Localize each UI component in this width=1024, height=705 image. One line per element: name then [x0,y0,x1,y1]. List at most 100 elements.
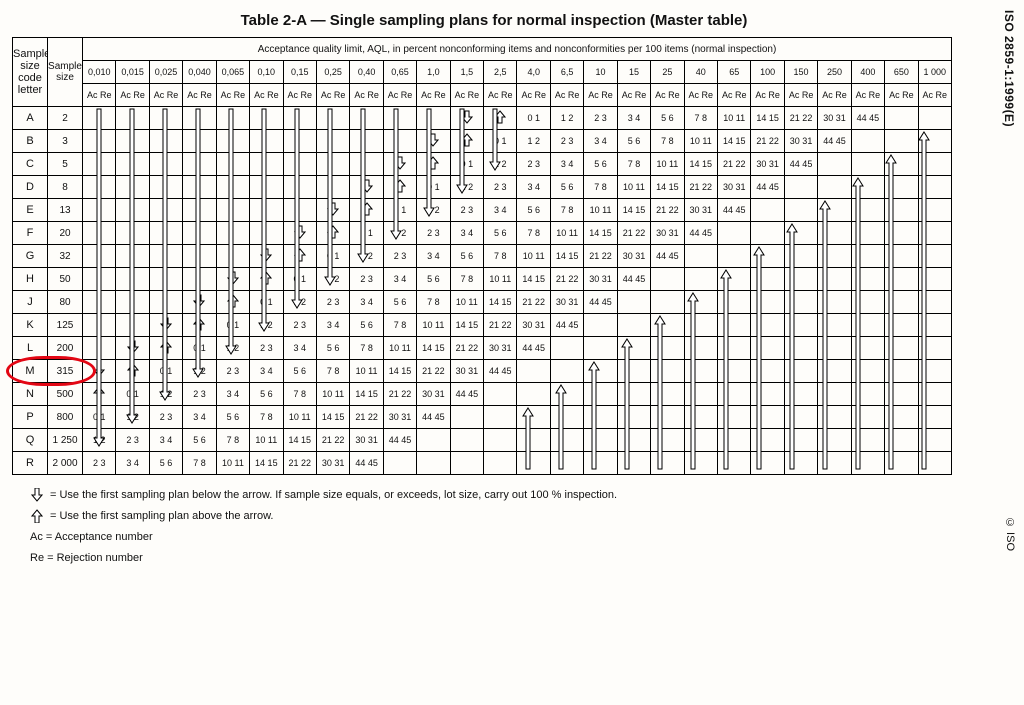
aql-cell: 10 11 [316,383,349,406]
aql-cell: 21 22 [316,429,349,452]
acre-header: Ac Re [283,84,316,107]
table-row: C5 0 11 22 33 45 67 810 1114 1521 2230 3… [13,153,952,176]
aql-cell: 21 22 [450,337,483,360]
aql-cell: 0 1 [183,337,216,360]
acre-header: Ac Re [885,84,918,107]
aql-cell [617,291,650,314]
aql-level: 250 [818,61,851,84]
aql-cell [550,383,583,406]
aql-cell: 1 2 [450,176,483,199]
aql-cell: 5 6 [550,176,583,199]
aql-cell [116,199,149,222]
arrow-up-icon [250,268,283,291]
arrow-down-icon [316,199,349,222]
aql-cell: 21 22 [751,130,784,153]
aql-cell: 7 8 [550,199,583,222]
aql-cell [116,153,149,176]
aql-cell: 0 1 [316,245,349,268]
aql-cell [517,429,550,452]
aql-cell: 44 45 [818,130,851,153]
aql-cell: 44 45 [718,199,751,222]
aql-cell [885,360,918,383]
aql-cell: 1 2 [417,199,450,222]
aql-cell [83,107,116,130]
aql-cell: 2 3 [283,314,316,337]
aql-cell: 3 4 [383,268,416,291]
legend-re: Re = Rejection number [30,548,976,569]
acre-header: Ac Re [484,84,517,107]
aql-cell [584,406,617,429]
aql-cell [617,452,650,475]
aql-cell: 1 2 [250,314,283,337]
aql-cell [851,429,884,452]
aql-cell [83,314,116,337]
aql-cell [149,107,182,130]
aql-cell: 2 3 [183,383,216,406]
table-row: J80 0 11 22 33 45 67 810 1114 1521 2230 … [13,291,952,314]
legend-down-text: = Use the first sampling plan below the … [50,485,617,506]
aql-cell [149,130,182,153]
aql-cell: 10 11 [450,291,483,314]
aql-cell [718,429,751,452]
aql-cell [116,291,149,314]
table-row: G32 0 11 22 33 45 67 810 1114 1521 2230 … [13,245,952,268]
aql-cell: 7 8 [651,130,684,153]
aql-cell [350,153,383,176]
aql-cell: 1 2 [116,406,149,429]
aql-cell: 7 8 [283,383,316,406]
aql-cell [83,153,116,176]
aql-cell [684,291,717,314]
aql-cell: 44 45 [417,406,450,429]
aql-cell [116,222,149,245]
aql-cell: 2 3 [517,153,550,176]
aql-levels-row: 0,0100,0150,0250,0400,0650,100,150,250,4… [13,61,952,84]
aql-cell [183,245,216,268]
aql-level: 2,5 [484,61,517,84]
aql-cell: 10 11 [383,337,416,360]
aql-cell: 21 22 [383,383,416,406]
aql-cell [83,199,116,222]
aql-cell [83,337,116,360]
arrow-down-icon [149,314,182,337]
aql-cell [149,199,182,222]
aql-cell [851,383,884,406]
arrow-up-icon [216,291,249,314]
aql-cell [283,107,316,130]
aql-cell: 3 4 [584,130,617,153]
table-row: R2 0002 33 45 67 810 1114 1521 2230 3144… [13,452,952,475]
standard-reference: ISO 2859-1:1999(E) [1002,10,1016,127]
aql-cell [283,176,316,199]
aql-cell: 5 6 [250,383,283,406]
aql-cell [885,268,918,291]
aql-cell [517,360,550,383]
aql-cell: 2 3 [584,107,617,130]
acre-header: Ac Re [417,84,450,107]
aql-cell [517,383,550,406]
aql-cell [918,337,951,360]
aql-cell [818,383,851,406]
aql-cell [651,383,684,406]
aql-cell [484,406,517,429]
aql-cell [651,452,684,475]
aql-cell: 2 3 [149,406,182,429]
aql-cell: 21 22 [417,360,450,383]
aql-cell [584,383,617,406]
aql-level: 10 [584,61,617,84]
aql-cell [584,314,617,337]
aql-level: 0,10 [250,61,283,84]
aql-cell [83,176,116,199]
aql-cell [83,291,116,314]
aql-cell [183,107,216,130]
aql-level: 0,015 [116,61,149,84]
aql-cell: 2 3 [550,130,583,153]
code-letter: C [13,153,48,176]
aql-cell [350,130,383,153]
table-row: M3150 11 22 33 45 67 810 1114 1521 2230 … [13,360,952,383]
code-letter: H [13,268,48,291]
arrow-up-icon [83,383,116,406]
aql-cell [116,268,149,291]
aql-cell [851,199,884,222]
code-letter: R [13,452,48,475]
aql-cell: 30 31 [617,245,650,268]
aql-cell [784,291,817,314]
